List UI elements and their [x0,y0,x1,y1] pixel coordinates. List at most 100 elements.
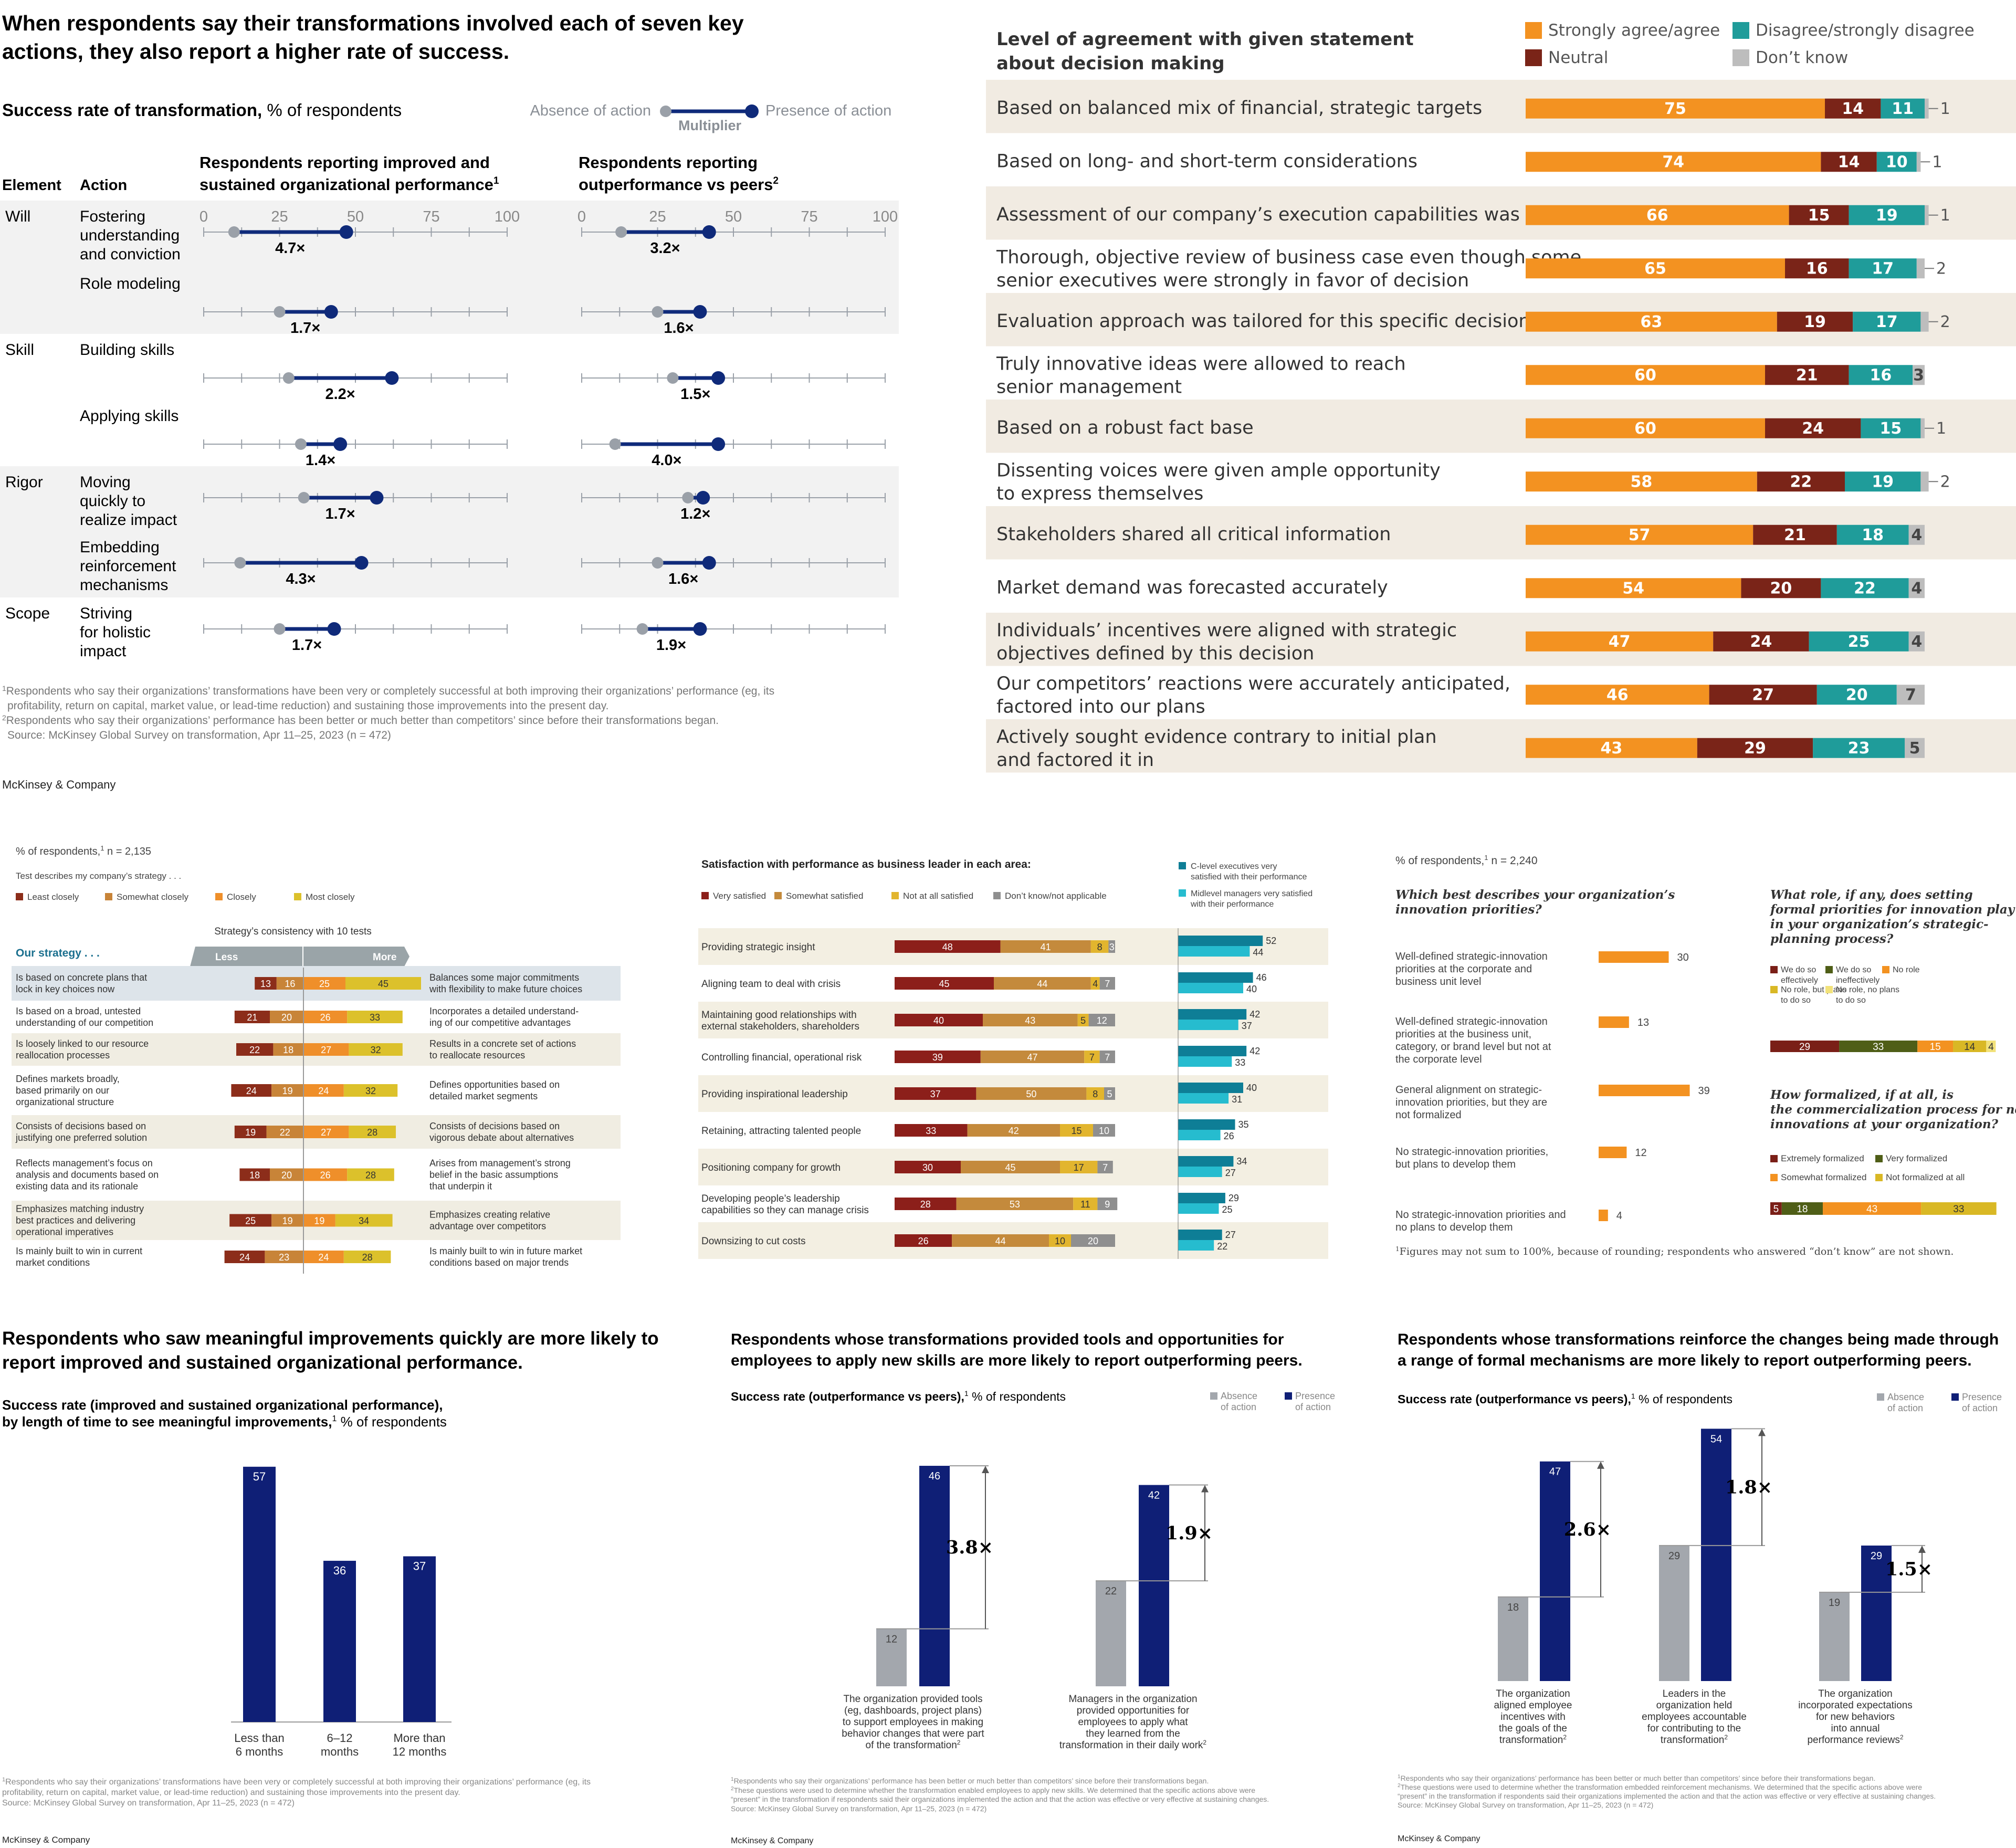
bar-segment [1908,578,1925,598]
presence-value: 47 [1549,1466,1561,1478]
bar-segment [1821,578,1909,598]
legend-swatch [993,892,1001,899]
bar-segment [1849,365,1913,385]
segment-value: 26 [320,1012,331,1023]
midlevel-value: 31 [1232,1094,1242,1105]
axis1-tick-label: 75 [423,208,439,225]
segment-value: 22 [1790,472,1812,491]
legend-presence: of action [1962,1403,1998,1413]
col-action: Action [80,177,127,194]
bar-segment [895,1161,961,1173]
legend-swatch-absence [1210,1392,1217,1400]
legend-absence-dot [660,106,671,117]
bar-segment [1861,418,1921,438]
segment-value: 33 [926,1126,936,1136]
legend-presence: Presence [1295,1391,1335,1401]
bar [403,1556,436,1722]
group-label: transformation2 [1499,1734,1567,1746]
element-label: Will [5,208,30,225]
segment-value: 14 [1842,100,1864,118]
midlevel-value: 25 [1222,1204,1233,1215]
bar-segment [349,1126,396,1138]
panel-time-to-improvement: Respondents who saw meaningful improveme… [0,1318,693,1848]
group-label: behavior changes that were part [842,1728,984,1739]
segment-value: 22 [1854,579,1876,597]
bar-segment [1925,98,1929,119]
legend-label: Somewhat closely [117,892,189,902]
segment-value: 24 [239,1252,250,1263]
action-label: reinforcement [80,558,176,575]
legend-label: Not at all satisfied [903,891,973,901]
legend-absence: of action [1887,1403,1923,1413]
legend-label: Somewhat satisfied [786,891,863,901]
legend-swatch [891,892,899,899]
segment-value: 28 [367,1127,377,1138]
midlevel-bar [1178,983,1243,993]
group-label: (eg, dashboards, project plans) [844,1705,982,1716]
segment-value: 2 [1936,259,1946,278]
bar-segment [271,1084,303,1097]
group-label: provided opportunities for [1077,1705,1190,1716]
priority-bar [1599,1085,1690,1096]
left-statement: understanding of our competition [16,1017,153,1028]
formalized-segment [1781,1202,1823,1215]
bar-segment [303,1251,344,1263]
area-label: Downsizing to cut costs [701,1236,806,1247]
bar-segment [1849,205,1925,225]
bar-segment [1108,940,1115,953]
bar-segment [1845,471,1921,492]
segment-value: 5 [1107,1089,1112,1099]
segment-value: 19 [1876,206,1898,225]
bar-segment [1821,152,1877,172]
segment-value: 18 [283,1045,293,1055]
bar-segment [1881,98,1925,119]
bar-segment [1757,471,1845,492]
bar [243,1466,276,1722]
segment-value: 20 [1088,1236,1098,1246]
segment-value: 9 [1105,1199,1110,1210]
priority-value: 30 [1677,952,1689,963]
more-arrow [303,947,410,967]
legend-swatch [1525,22,1542,39]
bar-segment [343,1084,398,1097]
bar-segment [1709,685,1817,705]
left-statement: Is mainly built to win in current [16,1246,142,1256]
presence-bar [1540,1461,1570,1681]
bar-segment [270,1168,303,1181]
legend-swatch [1179,889,1186,897]
formalized-segment [1770,1202,1782,1215]
perf-absence-dot [295,438,307,450]
area-label: capabilities so they can manage crisis [701,1205,869,1216]
peer-multiplier: 1.5× [680,386,710,403]
bar-segment [994,977,1091,990]
left-statement: Is loosely linked to our resource [16,1038,149,1049]
segment-value: 10 [1886,153,1908,171]
segment-value: 1 [1940,206,1950,225]
category-label: months [321,1745,359,1758]
segment-value: 8 [1093,1089,1098,1099]
bar-value: 37 [413,1559,426,1572]
bar-segment [895,977,994,990]
bar-segment [1908,631,1925,652]
action-label: Applying skills [80,407,178,425]
peer-presence-dot [702,556,716,570]
bar-segment [1526,205,1789,225]
area-label: Maintaining good relationships with [701,1010,857,1021]
left-statement: reallocation processes [16,1050,110,1060]
bar-segment [1099,1051,1115,1063]
segment-value: 17 [1872,259,1894,278]
segment-value: 50 [1026,1089,1036,1099]
bar-segment [1920,471,1929,492]
legend: Strongly agree/agree Neutral Disagree/stro… [1525,21,1975,67]
arrow-head [1597,1461,1604,1469]
peer-presence-dot [693,622,707,636]
bar-segment [303,1084,344,1097]
bar-segment [1825,98,1881,119]
bar-segment [1049,1234,1071,1247]
legend-swatch [1770,986,1778,993]
priority-label: General alignment on strategic- [1395,1084,1542,1096]
chart-time-to-improvement: Respondents who saw meaningful improveme… [2,1328,659,1845]
formalized-segment [1921,1202,1997,1215]
group-label: Leaders in the [1663,1688,1726,1699]
c-level-value: 42 [1250,1009,1260,1020]
